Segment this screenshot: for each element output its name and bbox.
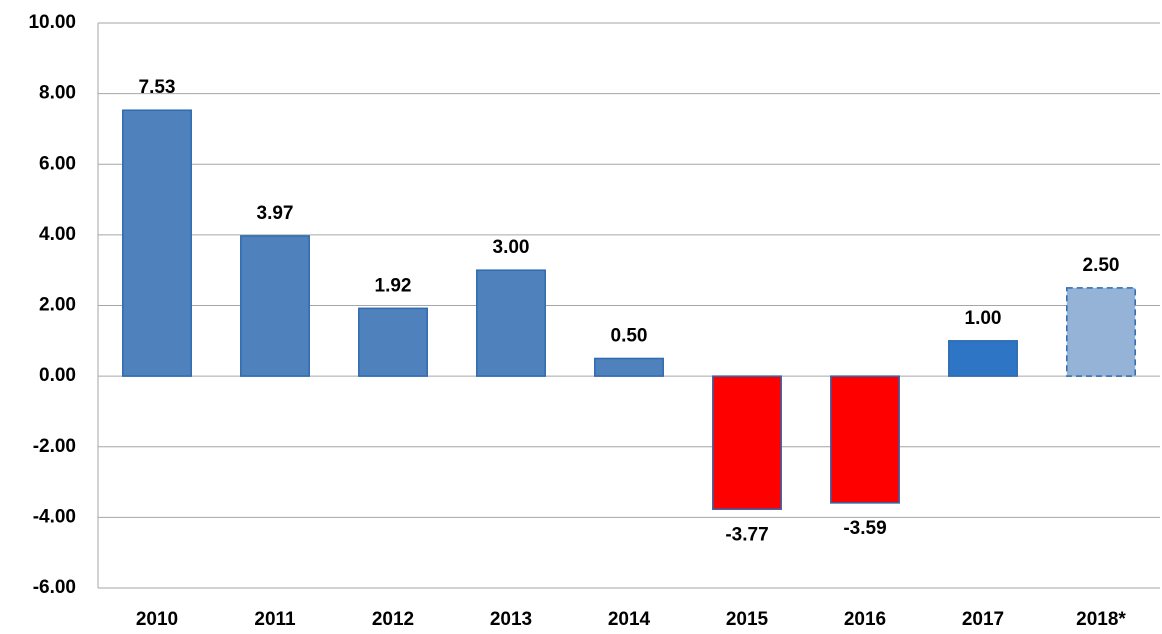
y-tick-label: 2.00 <box>39 295 76 316</box>
value-label: -3.59 <box>843 518 886 539</box>
y-tick-label: 4.00 <box>39 224 76 245</box>
x-tick-label: 2012 <box>372 609 414 630</box>
bar <box>358 307 428 377</box>
bar <box>594 357 664 377</box>
bar <box>240 235 310 377</box>
x-tick-label: 2010 <box>136 609 178 630</box>
value-label: 1.00 <box>965 308 1002 329</box>
x-tick-label: 2013 <box>490 609 532 630</box>
x-tick-label: 2011 <box>254 609 296 630</box>
y-tick-label: 10.00 <box>28 12 76 33</box>
y-tick-label: 6.00 <box>39 153 76 174</box>
x-tick-label: 2016 <box>844 609 886 630</box>
x-tick-label: 2018* <box>1076 609 1126 630</box>
bar <box>948 340 1018 377</box>
value-label: 2.50 <box>1083 255 1120 276</box>
y-tick-label: -4.00 <box>33 506 76 527</box>
y-tick-label: 0.00 <box>39 365 76 386</box>
x-tick-label: 2017 <box>962 609 1004 630</box>
bar <box>122 109 192 377</box>
y-tick-label: 8.00 <box>39 83 76 104</box>
y-tick-label: -2.00 <box>33 436 76 457</box>
value-label: 3.97 <box>257 203 294 224</box>
x-tick-label: 2014 <box>608 609 651 630</box>
y-tick-label: -6.00 <box>33 577 76 598</box>
value-label: 3.00 <box>493 237 530 258</box>
bar <box>476 269 546 377</box>
bar <box>830 375 900 504</box>
x-tick-label: 2015 <box>726 609 769 630</box>
bar <box>1066 287 1136 377</box>
value-label: -3.77 <box>725 524 768 545</box>
value-label: 0.50 <box>611 325 648 346</box>
value-label: 7.53 <box>139 77 176 98</box>
value-label: 1.92 <box>375 275 412 296</box>
bar <box>712 375 782 511</box>
